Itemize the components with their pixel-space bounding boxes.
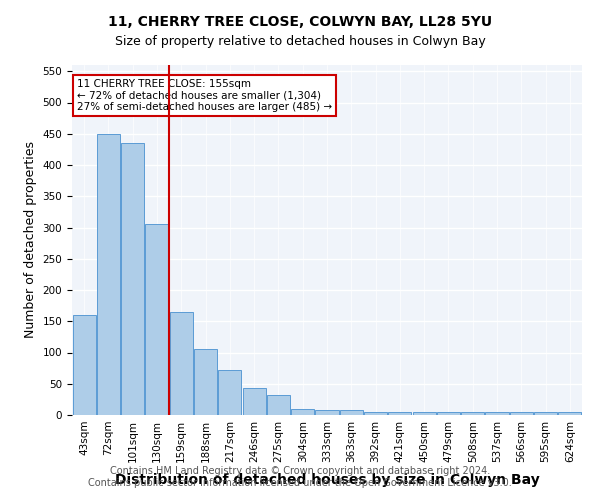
Bar: [218, 370, 241, 415]
Bar: [194, 350, 217, 415]
Bar: [242, 388, 266, 415]
Bar: [437, 412, 460, 415]
Text: Size of property relative to detached houses in Colwyn Bay: Size of property relative to detached ho…: [115, 35, 485, 48]
Bar: [485, 412, 509, 415]
Bar: [534, 412, 557, 415]
Bar: [145, 224, 169, 415]
Bar: [461, 412, 484, 415]
X-axis label: Distribution of detached houses by size in Colwyn Bay: Distribution of detached houses by size …: [115, 473, 539, 487]
Bar: [170, 312, 193, 415]
Bar: [388, 412, 412, 415]
Bar: [340, 410, 363, 415]
Bar: [267, 395, 290, 415]
Bar: [364, 412, 387, 415]
Bar: [121, 143, 144, 415]
Bar: [413, 412, 436, 415]
Bar: [559, 412, 581, 415]
Text: Contains HM Land Registry data © Crown copyright and database right 2024.
Contai: Contains HM Land Registry data © Crown c…: [88, 466, 512, 487]
Bar: [97, 134, 120, 415]
Y-axis label: Number of detached properties: Number of detached properties: [24, 142, 37, 338]
Bar: [291, 409, 314, 415]
Text: 11 CHERRY TREE CLOSE: 155sqm
← 72% of detached houses are smaller (1,304)
27% of: 11 CHERRY TREE CLOSE: 155sqm ← 72% of de…: [77, 79, 332, 112]
Bar: [73, 315, 95, 415]
Bar: [316, 410, 338, 415]
Text: 11, CHERRY TREE CLOSE, COLWYN BAY, LL28 5YU: 11, CHERRY TREE CLOSE, COLWYN BAY, LL28 …: [108, 15, 492, 29]
Bar: [510, 412, 533, 415]
